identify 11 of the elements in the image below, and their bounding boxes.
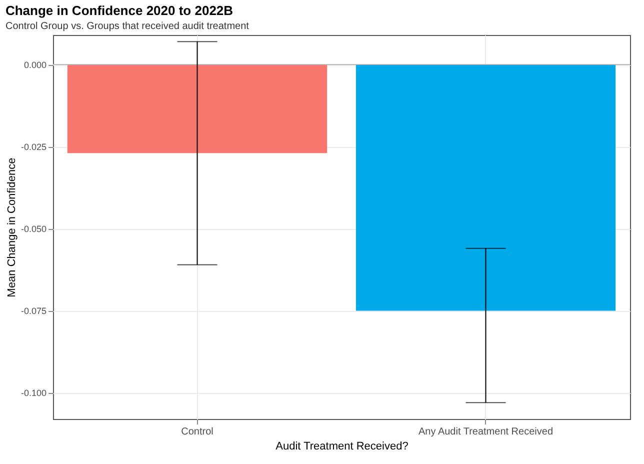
y-tick-label: 0.000	[24, 60, 46, 70]
chart-title: Change in Confidence 2020 to 2022B	[5, 3, 234, 18]
y-tick-label: -0.100	[20, 388, 46, 398]
chart-subtitle: Control Group vs. Groups that received audit treatment	[5, 21, 250, 32]
x-tick-label: Control	[181, 426, 214, 438]
x-tick-label: Any Audit Treatment Received	[418, 426, 554, 438]
y-tick-label: -0.050	[20, 224, 46, 234]
y-tick-label: -0.025	[20, 142, 46, 152]
x-axis-title: Audit Treatment Received?	[276, 440, 408, 452]
y-axis-title: Mean Change in Confidence	[6, 158, 18, 298]
y-tick-label: -0.075	[20, 306, 46, 316]
